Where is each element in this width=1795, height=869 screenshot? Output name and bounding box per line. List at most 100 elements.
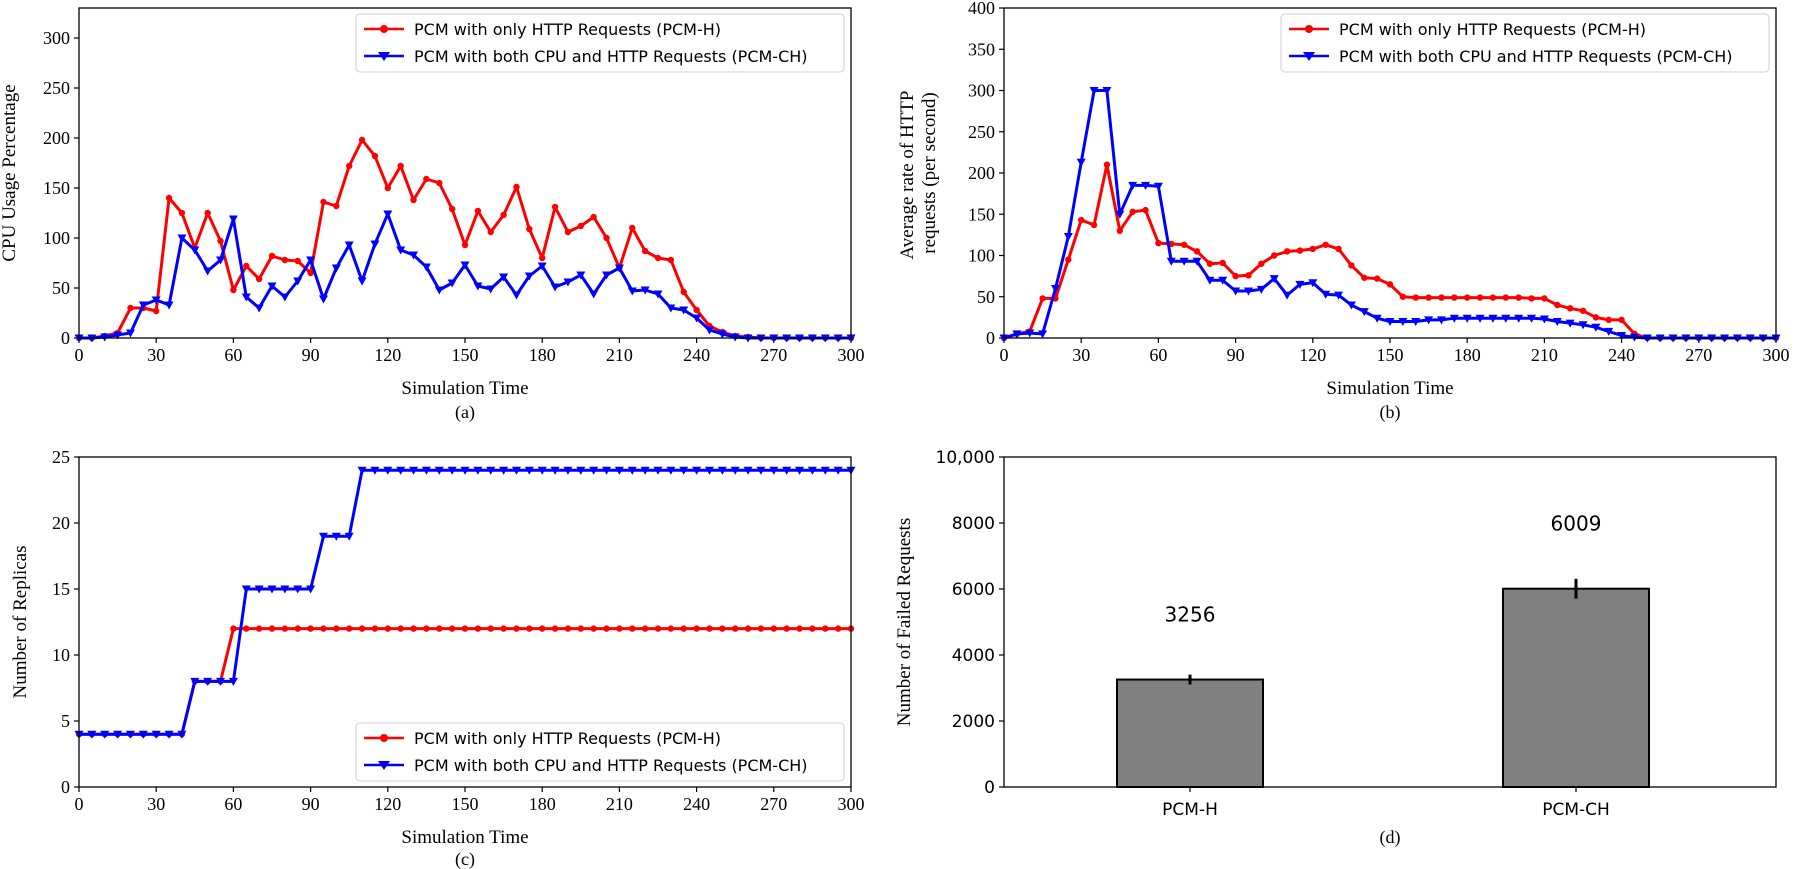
panel-a-point-pcm-h	[603, 234, 610, 242]
panel-c-point-pcm-ch	[383, 466, 393, 475]
panel-c-point-pcm-h	[230, 625, 237, 632]
panel-b-point-pcm-h	[1373, 275, 1381, 282]
panel-c-point-pcm-h	[551, 625, 559, 632]
panel-b-point-pcm-ch	[1398, 318, 1408, 326]
panel-a-point-pcm-h	[551, 203, 559, 211]
panel-a-point-pcm-ch	[318, 295, 328, 304]
panel-c-point-pcm-h	[796, 625, 803, 632]
panel-a-point-pcm-h	[320, 198, 327, 206]
panel-c-x-tick-label: 90	[302, 794, 320, 814]
panel-a-point-pcm-h	[294, 257, 301, 265]
panel-b-point-pcm-ch	[1436, 316, 1446, 325]
panel-c-point-pcm-h	[500, 625, 507, 632]
panel-b-y-tick-label: 100	[968, 246, 995, 266]
panel-c-point-pcm-h	[641, 625, 649, 632]
panel-a-point-pcm-ch	[550, 283, 560, 292]
panel-c-point-pcm-ch	[293, 585, 303, 594]
panel-a-point-pcm-h	[500, 211, 507, 219]
panel-c-point-pcm-ch	[447, 466, 457, 475]
panel-b-legend-marker-pcm-h	[1305, 25, 1313, 33]
panel-a-point-pcm-ch	[164, 301, 174, 310]
panel-b-point-pcm-ch	[1205, 276, 1215, 285]
panel-a-point-pcm-h	[307, 269, 314, 277]
panel-a-point-pcm-h	[165, 194, 173, 202]
panel-c-point-pcm-h	[436, 625, 443, 632]
panel-a-point-pcm-ch	[280, 293, 290, 302]
panel-c-point-pcm-ch	[280, 585, 290, 594]
panel-c-point-pcm-ch	[589, 466, 599, 475]
panel-b-point-pcm-h	[1078, 216, 1085, 224]
panel-a-point-pcm-h	[436, 179, 443, 187]
panel-d-x-tick-label: PCM-CH	[1542, 800, 1610, 820]
panel-a-legend-marker-pcm-ch	[378, 52, 390, 61]
panel-c-x-tick-label: 300	[838, 794, 865, 814]
panel-b-point-pcm-ch	[1475, 314, 1485, 323]
panel-a-point-pcm-ch	[692, 314, 702, 323]
panel-b-y-tick-label: 200	[968, 163, 995, 183]
panel-a-point-pcm-h	[448, 205, 456, 213]
panel-a-point-pcm-h	[423, 175, 430, 183]
panel-b-point-pcm-h	[1065, 256, 1072, 263]
panel-a-x-axis-label: Simulation Time	[401, 378, 528, 399]
panel-d-y-axis-label: Number of Failed Requests	[894, 518, 915, 726]
bar-pcm-h	[1116, 678, 1264, 788]
panel-c-point-pcm-h	[474, 625, 482, 632]
panel-b-point-pcm-ch	[1617, 332, 1627, 341]
panel-c-point-pcm-ch	[306, 585, 316, 594]
panel-c-point-pcm-ch	[344, 532, 354, 541]
panel-b-http-rate-chart: 0 50 100 150 200 250 300 350 400 0 30 60 90 120 150 180…	[897, 0, 1790, 423]
panel-b-x-tick-label: 180	[1454, 345, 1481, 365]
panel-b-point-pcm-h	[1566, 305, 1574, 312]
panel-b-x-tick-label: 0	[1000, 345, 1009, 365]
panel-a-y-tick-label: 200	[43, 128, 70, 148]
panel-a-point-pcm-ch	[473, 282, 483, 291]
panel-b-point-pcm-h	[1464, 294, 1471, 301]
panel-b-point-pcm-h	[1116, 227, 1124, 234]
panel-b-x-tick-label: 90	[1227, 345, 1245, 365]
panel-c-legend: PCM with only HTTP Requests (PCM-H) PCM …	[355, 722, 845, 782]
panel-c-point-pcm-h	[461, 625, 469, 632]
panel-b-point-pcm-h	[1489, 294, 1497, 301]
panel-c-point-pcm-h	[770, 625, 777, 632]
panel-a-point-pcm-ch	[396, 246, 406, 255]
panel-a-point-pcm-h	[204, 209, 211, 217]
panel-a-point-pcm-h	[577, 222, 584, 230]
panel-c-point-pcm-ch	[807, 466, 817, 475]
panel-c-point-pcm-ch	[318, 532, 328, 541]
panel-b-point-pcm-ch	[1411, 318, 1421, 326]
panel-d-y-tick-label: 2000	[952, 712, 995, 732]
panel-b-axes-frame	[1003, 7, 1777, 339]
panel-c-point-pcm-h	[757, 625, 765, 632]
panel-a-x-tick-label: 270	[760, 345, 787, 365]
panel-c-point-pcm-ch	[151, 730, 161, 739]
panel-b-point-pcm-ch	[1501, 314, 1511, 323]
panel-b-point-pcm-h	[1039, 295, 1046, 302]
panel-b-point-pcm-h	[1618, 316, 1625, 324]
panel-b-point-pcm-ch	[1359, 308, 1369, 317]
panel-b-point-pcm-h	[1258, 260, 1265, 267]
panel-c-caption: (c)	[455, 849, 475, 869]
panel-b-y-axis-label-line: requests (per second)	[919, 92, 940, 253]
panel-b-point-pcm-ch	[1514, 314, 1524, 323]
panel-a-x-tick-label: 0	[75, 345, 84, 365]
panel-b-point-pcm-ch	[1089, 87, 1099, 95]
panel-a-point-pcm-h	[693, 306, 700, 314]
panel-c-legend-marker-pcm-h	[380, 734, 388, 742]
panel-b-point-pcm-ch	[1063, 233, 1073, 242]
panel-a-point-pcm-ch	[460, 261, 470, 270]
panel-c-point-pcm-ch	[396, 466, 406, 475]
panel-c-point-pcm-h	[809, 625, 816, 632]
panel-a-y-tick-label: 150	[43, 178, 70, 198]
panel-b-point-pcm-ch	[1166, 257, 1176, 266]
panel-c-point-pcm-ch	[524, 466, 534, 475]
panel-a-point-pcm-h	[217, 237, 224, 245]
panel-c-point-pcm-h	[719, 625, 726, 632]
panel-d-y-tick-label: 10,000	[936, 448, 995, 468]
panel-c-point-pcm-ch	[640, 466, 650, 475]
panel-b-point-pcm-ch	[1218, 276, 1228, 285]
panel-c-point-pcm-ch	[113, 730, 123, 739]
panel-b-point-pcm-h	[1271, 252, 1278, 259]
panel-b-point-pcm-h	[1142, 206, 1149, 214]
panel-a-point-pcm-ch	[228, 215, 238, 224]
panel-c-point-pcm-ch	[138, 730, 148, 739]
